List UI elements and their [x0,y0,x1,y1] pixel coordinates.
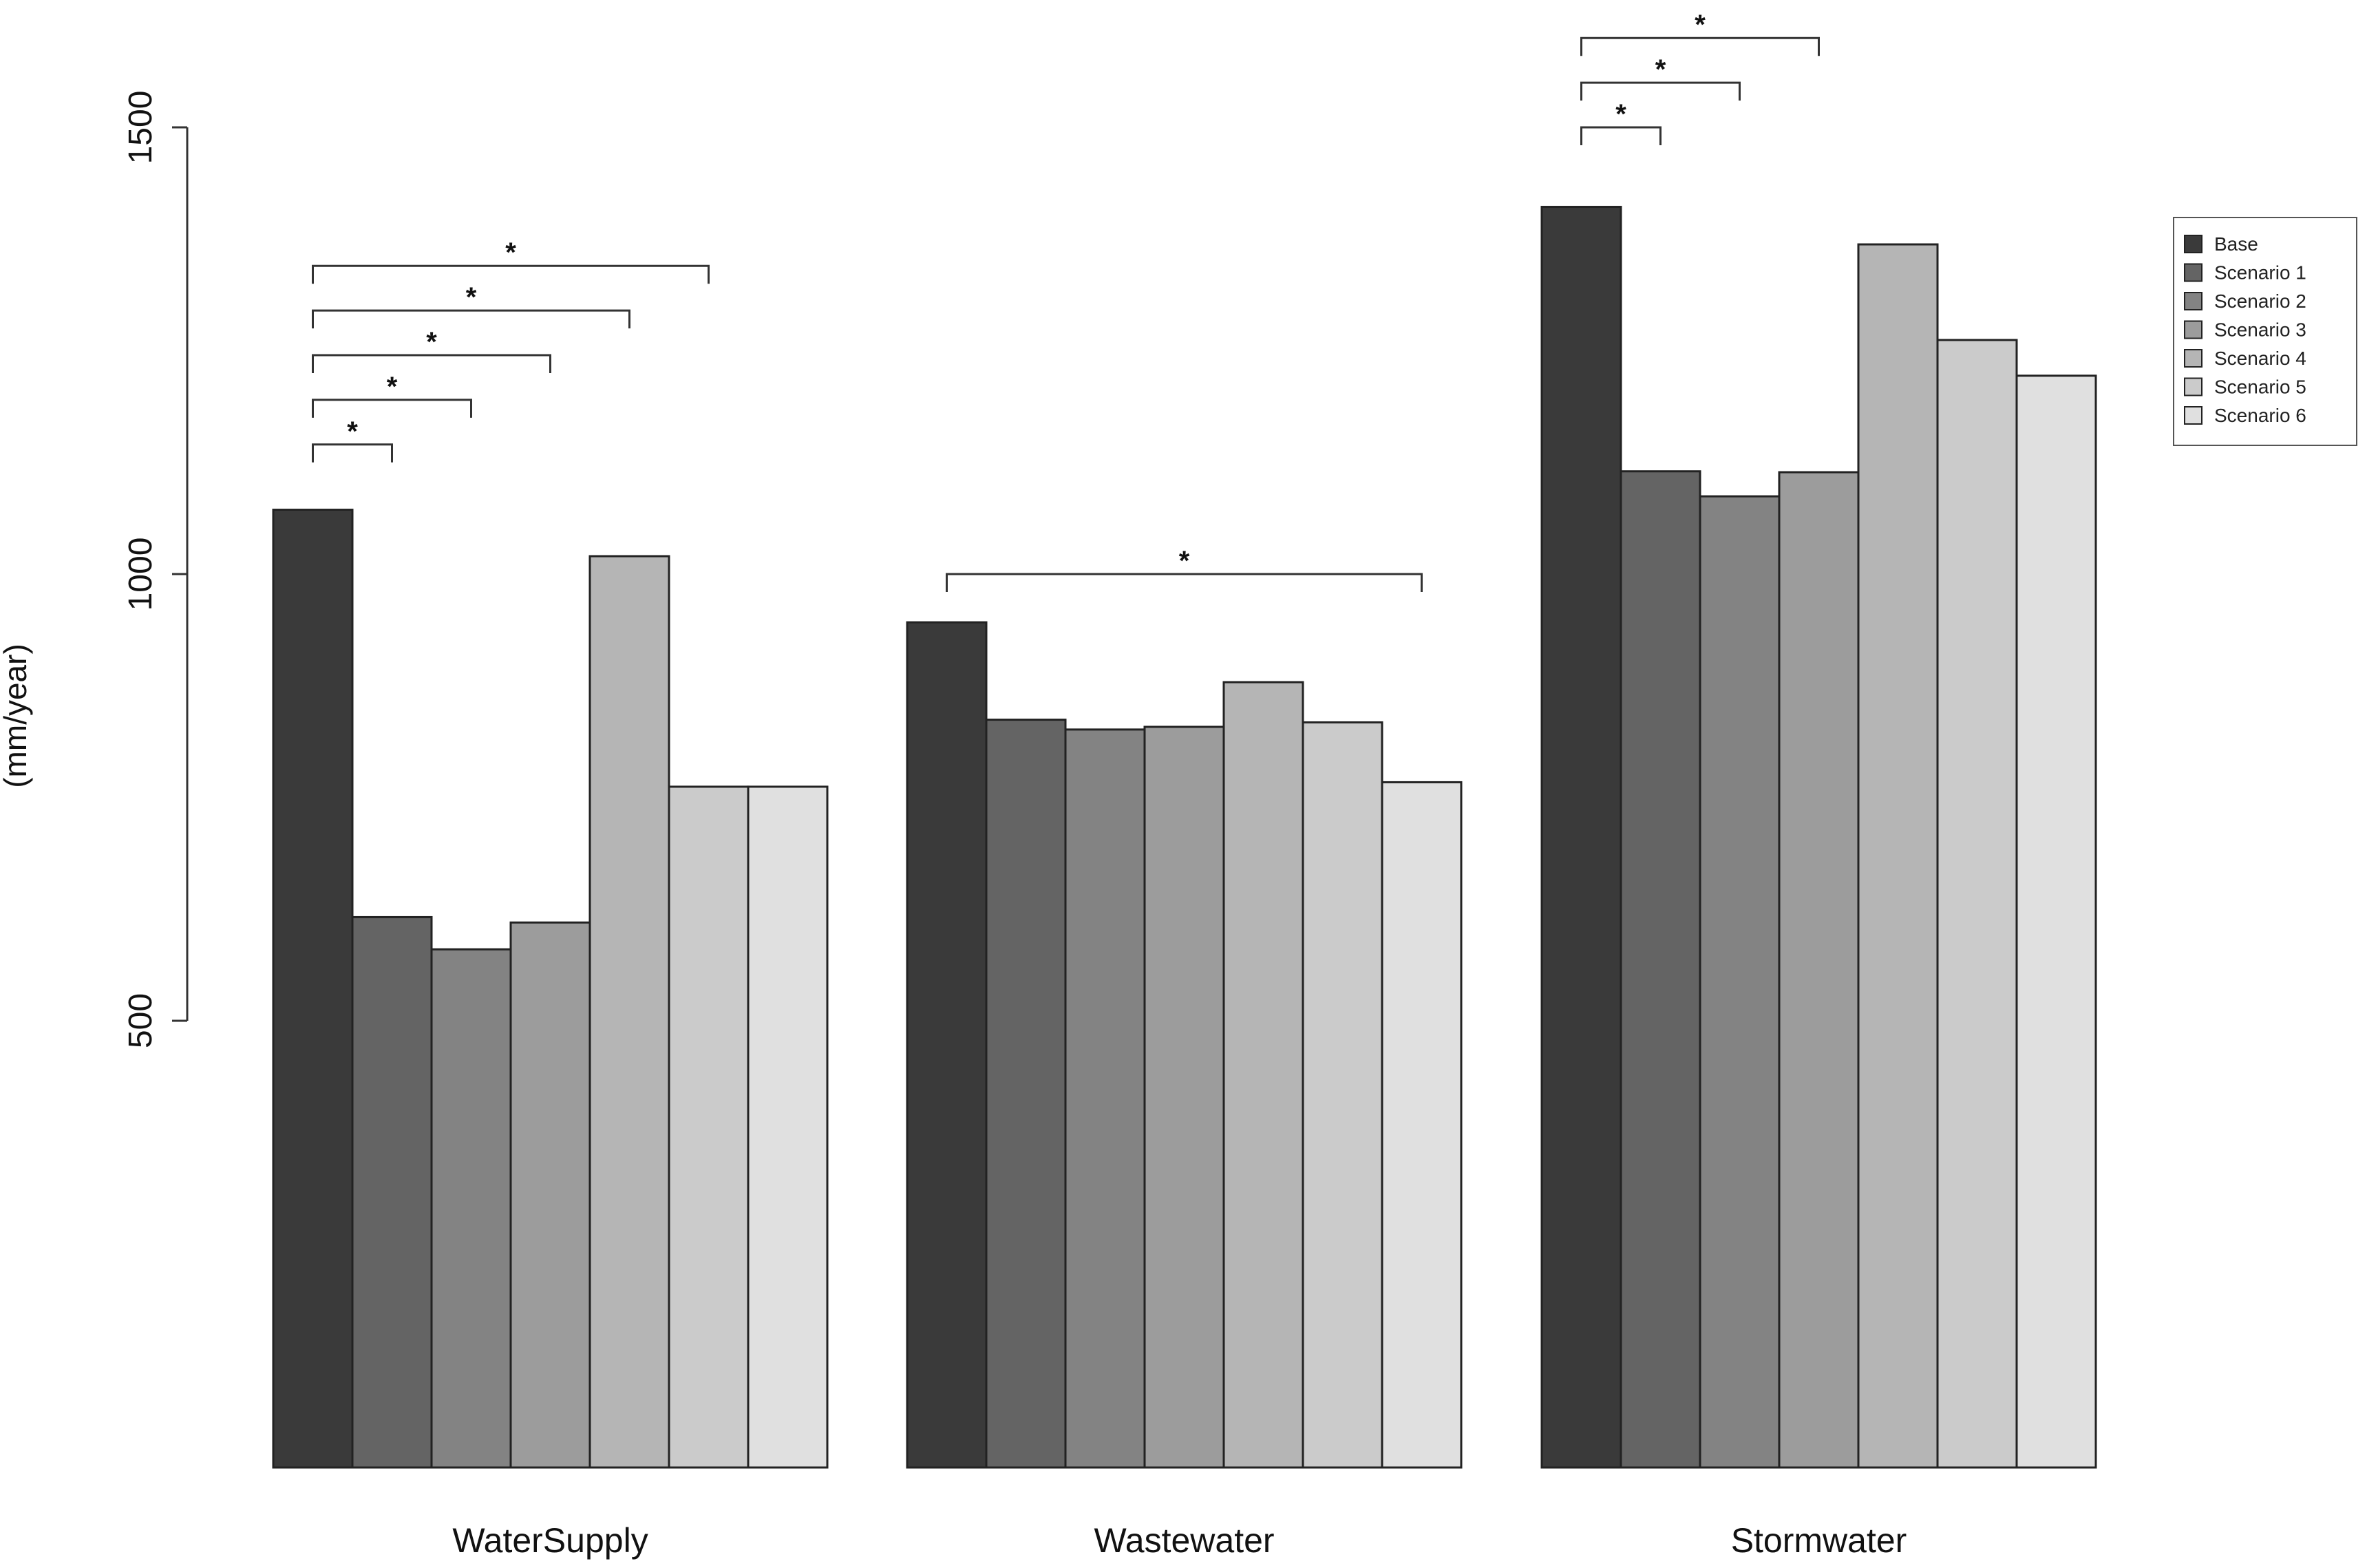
y-axis-label: (mm/year) [0,644,33,788]
legend-label: Scenario 5 [2214,377,2306,398]
significance-star: * [505,237,516,268]
bar-wastewater-base [906,621,988,1469]
bar-watersupply-scenario-3 [509,921,591,1469]
legend-label: Scenario 6 [2214,405,2306,426]
bar-watersupply-scenario-4 [588,555,670,1469]
legend-swatch [2184,377,2203,396]
significance-star: * [466,282,477,312]
legend-swatch [2184,406,2203,425]
bar-stormwater-scenario-1 [1620,470,1701,1469]
x-tick-label: Stormwater [1731,1521,1907,1560]
y-tick-label: 1000 [123,538,159,611]
significance-bracket [946,573,1423,592]
bar-watersupply-base [272,509,354,1469]
significance-bracket [1580,81,1741,101]
bar-wastewater-scenario-6 [1381,781,1463,1469]
legend-swatch [2184,349,2203,368]
bars-layer [272,206,2097,1469]
legend-swatch [2184,235,2203,253]
legend-label: Scenario 3 [2214,319,2306,341]
significance-bracket [312,354,551,373]
bar-stormwater-base [1540,206,1622,1469]
bar-stormwater-scenario-6 [2015,374,2097,1469]
significance-bracket [312,399,472,418]
bar-wastewater-scenario-4 [1222,681,1304,1469]
legend-label: Scenario 1 [2214,262,2306,284]
legend-swatch [2184,263,2203,282]
bar-watersupply-scenario-5 [668,785,750,1469]
bar-stormwater-scenario-5 [1936,339,2018,1469]
y-tick-label: 1500 [123,91,159,165]
bar-watersupply-scenario-2 [430,948,512,1469]
significance-star: * [387,372,398,402]
bar-wastewater-scenario-3 [1143,725,1225,1469]
significance-bracket [312,443,393,463]
y-axis: 500 1000 1500 [123,91,189,1048]
legend-box [2173,217,2357,446]
x-axis-labels: WaterSupply Wastewater Stormwater [452,1521,1907,1560]
significance-star: * [1179,546,1190,576]
y-tick-label: 500 [123,993,159,1048]
bar-wastewater-scenario-2 [1064,728,1146,1469]
significance-star: * [347,416,358,447]
bar-wastewater-scenario-5 [1302,721,1383,1469]
legend-label: Scenario 2 [2214,290,2306,312]
significance-star: * [426,327,437,357]
significance-star: * [1655,54,1666,85]
x-tick-label: WaterSupply [452,1521,648,1560]
bar-watersupply-scenario-6 [747,785,829,1469]
bar-stormwater-scenario-4 [1857,243,1939,1469]
bar-watersupply-scenario-1 [351,915,433,1469]
significance-bracket [312,309,630,329]
legend-label: Base [2214,233,2258,255]
legend-swatch [2184,292,2203,310]
significance-bracket [1580,126,1662,145]
legend: Base Scenario 1 Scenario 2 Scenario 3 Scenar… [2173,217,2357,446]
significance-layer: * * * * * * * * * [312,10,1820,592]
x-tick-label: Wastewater [1094,1521,1274,1560]
bar-wastewater-scenario-1 [985,719,1067,1469]
bar-stormwater-scenario-3 [1778,471,1860,1469]
significance-star: * [1615,99,1626,129]
legend-swatch [2184,320,2203,339]
legend-label: Scenario 4 [2214,348,2306,369]
significance-star: * [1695,10,1706,40]
bar-stormwater-scenario-2 [1699,495,1781,1469]
significance-bracket [1580,36,1820,56]
significance-bracket [312,264,710,284]
